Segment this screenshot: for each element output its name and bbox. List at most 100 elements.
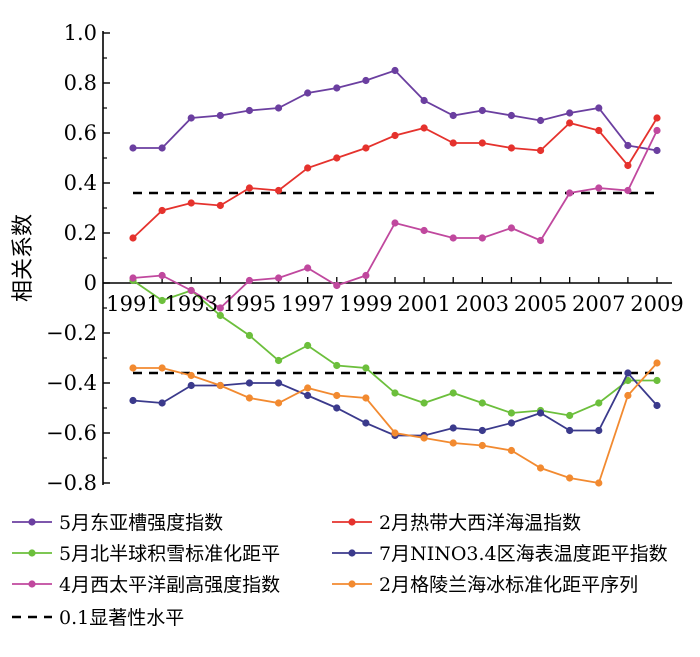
- legend-swatch-marker: [348, 549, 356, 557]
- legend-swatch-marker: [348, 518, 356, 526]
- data-point: [129, 144, 137, 152]
- data-point: [507, 224, 516, 232]
- legend-label: 7月NINO3.4区海表温度距平指数: [379, 543, 668, 565]
- data-point: [333, 404, 341, 412]
- legend-label: 2月热带大西洋海温指数: [379, 512, 581, 534]
- data-point: [362, 394, 370, 402]
- axes: [102, 31, 672, 485]
- data-point: [158, 296, 166, 305]
- data-point: [536, 236, 545, 245]
- data-point: [507, 409, 516, 417]
- data-point: [216, 201, 224, 210]
- data-point: [216, 381, 224, 390]
- data-point: [187, 371, 195, 380]
- data-point: [624, 161, 632, 170]
- series-group: [129, 66, 661, 487]
- data-point: [420, 434, 428, 442]
- data-point: [216, 311, 224, 320]
- legend-swatch-marker: [28, 518, 36, 526]
- data-point: [653, 146, 661, 155]
- data-point: [449, 389, 457, 397]
- data-point: [536, 464, 545, 472]
- y-tick-label: −0.4: [46, 371, 97, 395]
- data-point: [304, 264, 312, 272]
- data-point: [304, 391, 312, 400]
- data-point: [362, 419, 370, 427]
- data-point: [274, 399, 283, 407]
- x-tick-label: 2001: [397, 292, 450, 316]
- data-point: [478, 426, 486, 435]
- data-point: [129, 396, 137, 405]
- legend-swatch-marker: [28, 549, 36, 557]
- data-point: [362, 364, 370, 372]
- data-point: [245, 184, 254, 192]
- data-point: [624, 369, 632, 377]
- data-point: [566, 119, 574, 127]
- y-tick-label: 0.6: [64, 121, 97, 145]
- data-point: [507, 144, 516, 152]
- data-point: [333, 361, 341, 370]
- data-point: [653, 114, 661, 122]
- legend-item: 4月西太平洋副高强度指数: [12, 574, 280, 596]
- data-point: [566, 426, 574, 435]
- data-point: [624, 186, 632, 195]
- data-point: [478, 234, 486, 242]
- data-point: [624, 141, 632, 150]
- data-point: [449, 234, 457, 242]
- data-point: [595, 399, 603, 407]
- data-point: [566, 474, 574, 482]
- data-point: [507, 419, 516, 427]
- legend-item: 5月东亚槽强度指数: [12, 512, 223, 534]
- legend-swatch-marker: [348, 580, 356, 588]
- data-point: [420, 96, 428, 105]
- data-point: [536, 116, 545, 125]
- data-point: [449, 424, 457, 432]
- data-point: [595, 126, 603, 135]
- x-tick-label: 1997: [281, 292, 334, 316]
- data-point: [449, 111, 457, 120]
- data-point: [420, 399, 428, 407]
- legend-label: 5月北半球积雪标准化距平: [59, 543, 280, 565]
- data-point: [274, 104, 283, 112]
- data-point: [158, 399, 166, 407]
- data-point: [653, 376, 661, 385]
- data-point: [333, 84, 341, 92]
- data-point: [420, 226, 428, 235]
- series-4: [129, 369, 661, 440]
- data-point: [274, 274, 283, 282]
- data-point: [216, 304, 224, 312]
- x-tick-label: 1995: [223, 292, 276, 316]
- data-point: [333, 154, 341, 162]
- series-6: [129, 359, 661, 487]
- data-point: [245, 379, 254, 387]
- y-tick-label: 0.8: [64, 71, 97, 95]
- data-point: [507, 446, 516, 455]
- legend-item: 0.1显著性水平: [12, 607, 184, 629]
- series-line: [133, 362, 658, 485]
- data-point: [245, 106, 254, 115]
- data-point: [362, 144, 370, 152]
- data-point: [653, 401, 661, 410]
- data-point: [362, 76, 370, 85]
- data-point: [420, 124, 428, 132]
- legend-label: 5月东亚槽强度指数: [59, 512, 223, 534]
- x-tick-label: 1993: [164, 292, 217, 316]
- series-2: [129, 114, 661, 242]
- data-point: [595, 184, 603, 192]
- data-point: [362, 271, 370, 280]
- data-point: [129, 274, 137, 282]
- data-point: [536, 409, 545, 417]
- y-tick-label: −0.8: [46, 471, 97, 495]
- x-tick-label: 1991: [106, 292, 159, 316]
- data-point: [274, 186, 283, 195]
- data-point: [158, 271, 166, 280]
- data-point: [478, 139, 486, 147]
- y-tick-label: 0: [84, 271, 97, 295]
- series-5: [129, 126, 661, 312]
- data-point: [449, 439, 457, 447]
- data-point: [129, 234, 137, 242]
- data-point: [624, 376, 632, 385]
- data-point: [653, 359, 661, 367]
- data-point: [595, 426, 603, 435]
- data-point: [304, 164, 312, 172]
